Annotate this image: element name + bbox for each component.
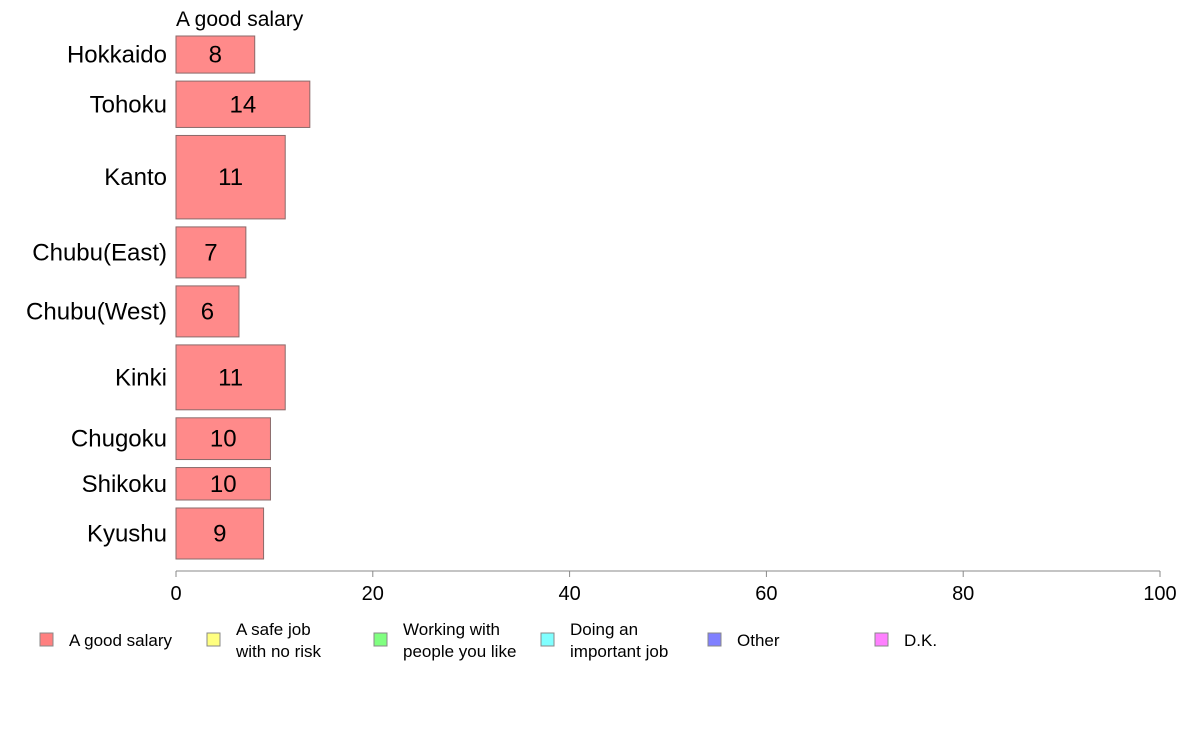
category-label: Chubu(West) bbox=[26, 298, 167, 325]
x-tick-label: 0 bbox=[170, 583, 181, 605]
legend-label: A safe job with no risk bbox=[235, 620, 322, 661]
x-tick-label: 80 bbox=[952, 583, 974, 605]
category-label: Chubu(East) bbox=[32, 239, 167, 266]
bar-value-label: 6 bbox=[201, 298, 214, 325]
bar-value-label: 14 bbox=[230, 91, 257, 118]
bar-chugoku bbox=[175, 417, 271, 461]
category-label: Kinki bbox=[115, 364, 167, 391]
bar-value-label: 11 bbox=[218, 364, 243, 391]
category-label: Kyushu bbox=[87, 521, 167, 548]
legend-label: Working with people you like bbox=[403, 620, 516, 661]
bar-value-label: 11 bbox=[218, 164, 243, 191]
legend-swatch bbox=[707, 632, 722, 647]
legend-item-working-with-people-you-like: Working with people you like bbox=[373, 620, 516, 661]
legend-label: Other bbox=[737, 631, 780, 650]
bar-chubu-west bbox=[175, 285, 240, 338]
bar-shikoku bbox=[175, 467, 271, 501]
legend-label: Doing an important job bbox=[570, 620, 668, 661]
x-tick-label: 20 bbox=[362, 583, 384, 605]
bar-value-label: 8 bbox=[209, 42, 222, 69]
x-tick-label: 100 bbox=[1143, 583, 1176, 605]
legend-swatch bbox=[540, 632, 555, 647]
x-tick-label: 60 bbox=[755, 583, 777, 605]
bar-value-label: 9 bbox=[213, 521, 226, 548]
legend-item-other: Other bbox=[707, 631, 780, 650]
bar-value-label: 7 bbox=[204, 239, 217, 266]
x-tick-label: 40 bbox=[558, 583, 580, 605]
legend-swatch bbox=[39, 632, 54, 647]
category-label: Shikoku bbox=[82, 471, 167, 498]
category-label: Kanto bbox=[104, 164, 167, 191]
bar-value-label: 10 bbox=[210, 471, 237, 498]
bar-kinki bbox=[175, 344, 286, 411]
legend-label: A good salary bbox=[69, 631, 173, 650]
legend-swatch bbox=[373, 632, 388, 647]
bar-kyushu bbox=[175, 507, 265, 560]
legend-item-a-good-salary: A good salary bbox=[39, 631, 173, 650]
legend-label: D.K. bbox=[904, 631, 937, 650]
legend-swatch bbox=[206, 632, 221, 647]
series-header: A good salary bbox=[176, 8, 304, 31]
bar-tohoku bbox=[175, 80, 311, 128]
legend-item-a-safe-job-with-no-risk: A safe job with no risk bbox=[206, 620, 322, 661]
legend-swatch bbox=[874, 632, 889, 647]
category-label: Chugoku bbox=[71, 426, 167, 453]
x-axis: 0 20 40 60 80 100 bbox=[170, 570, 1177, 605]
category-label: Hokkaido bbox=[67, 42, 167, 69]
bar-kanto bbox=[175, 134, 286, 220]
legend: A good salary A safe job with no risk Worki… bbox=[39, 620, 937, 661]
legend-item-d-k: D.K. bbox=[874, 631, 937, 650]
legend-item-doing-an-important-job: Doing an important job bbox=[540, 620, 668, 661]
bar-chubu-east bbox=[175, 226, 247, 279]
bar-hokkaido bbox=[175, 35, 256, 74]
bars-group: 8 Hokkaido 14 Tohoku 11 Kanto 7 Chubu(East) 6 Chu… bbox=[26, 35, 311, 560]
bar-value-label: 10 bbox=[210, 426, 237, 453]
category-label: Tohoku bbox=[90, 91, 167, 118]
